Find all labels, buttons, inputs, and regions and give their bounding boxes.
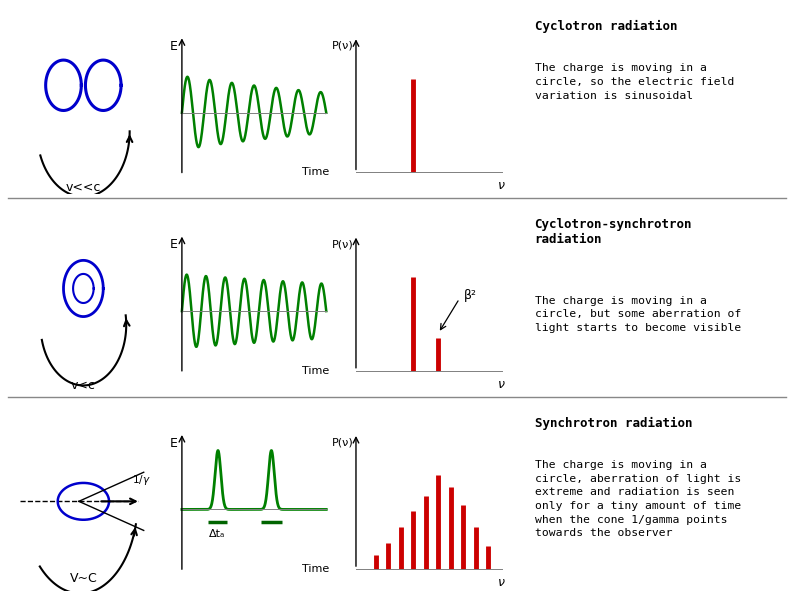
Text: β²: β² [464,289,476,302]
Text: $\nu$: $\nu$ [497,576,506,589]
Text: The charge is moving in a
circle, but some aberration of
light starts to become : The charge is moving in a circle, but so… [534,296,741,333]
Text: E: E [169,437,177,450]
Text: v<<c: v<<c [66,181,101,193]
Text: P(ν): P(ν) [332,437,353,447]
Text: Cyclotron radiation: Cyclotron radiation [534,20,677,33]
Text: Time: Time [302,366,330,375]
Text: Cyclotron-synchrotron
radiation: Cyclotron-synchrotron radiation [534,218,692,246]
Text: $\nu$: $\nu$ [497,179,506,192]
Text: v<c: v<c [71,379,96,392]
Text: Time: Time [302,564,330,574]
Text: P(ν): P(ν) [332,239,353,249]
Text: Δtₐ: Δtₐ [209,529,225,539]
Text: E: E [169,239,177,251]
Text: The charge is moving in a
circle, aberration of light is
extreme and radiation i: The charge is moving in a circle, aberra… [534,460,741,538]
Text: E: E [169,40,177,53]
Text: $\nu$: $\nu$ [497,378,506,390]
Text: V~C: V~C [70,572,97,585]
Text: Synchrotron radiation: Synchrotron radiation [534,416,692,430]
Text: $1/\gamma$: $1/\gamma$ [132,474,150,487]
Text: The charge is moving in a
circle, so the electric field
variation is sinusoidal: The charge is moving in a circle, so the… [534,64,734,101]
Text: P(ν): P(ν) [332,41,353,51]
Text: Time: Time [302,167,330,177]
